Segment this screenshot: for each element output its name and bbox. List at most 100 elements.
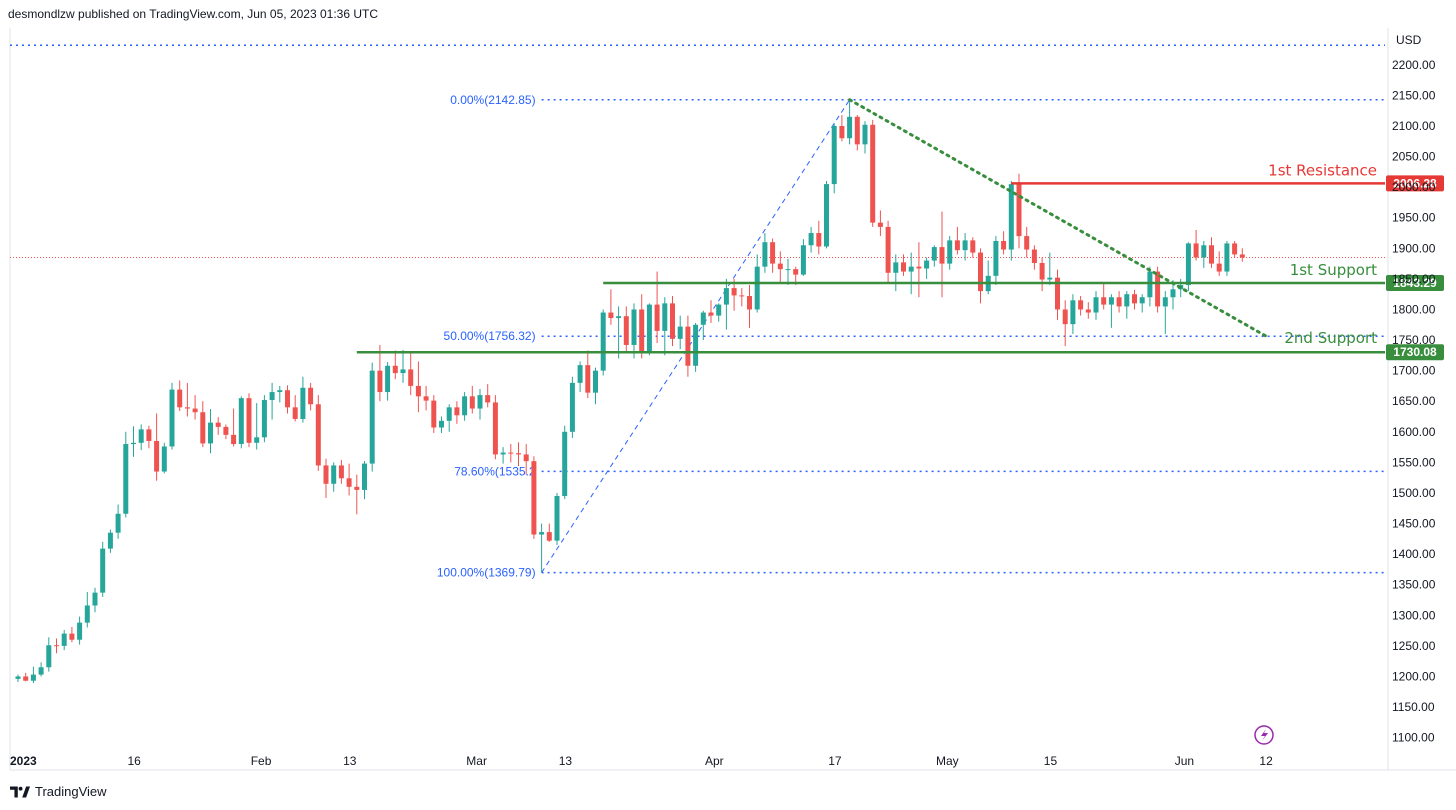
candle: [508, 444, 514, 463]
candle: [1224, 240, 1230, 276]
candle-body: [1078, 300, 1084, 310]
price-axis: USD 1100.00 1150.00 1200.00 1250.00 1300.00 13…: [1392, 33, 1436, 745]
candle-body: [808, 233, 814, 246]
candle-body: [516, 453, 521, 455]
candle-body: [315, 404, 321, 466]
candle-body: [346, 478, 352, 487]
candle: [1193, 229, 1199, 261]
candle-body: [931, 247, 937, 261]
candle: [600, 309, 606, 376]
candle-body: [1062, 309, 1068, 325]
tradingview-logo-icon: [10, 785, 30, 798]
candle-body: [947, 240, 953, 264]
candle: [631, 303, 637, 359]
candle: [1031, 245, 1037, 270]
candle-body: [477, 395, 483, 409]
candle-body: [785, 269, 791, 271]
candle-body: [200, 412, 206, 444]
candle: [978, 248, 983, 304]
candle: [554, 492, 560, 545]
candle: [916, 242, 922, 298]
candle: [385, 362, 391, 401]
candle-body: [415, 385, 421, 397]
candle-body: [731, 288, 737, 296]
candle-body: [1031, 249, 1037, 263]
candle: [300, 376, 306, 423]
candle: [516, 442, 521, 467]
candle-body: [539, 532, 545, 535]
x-tick-label: Jun: [1175, 754, 1194, 768]
y-tick-label: 2000.00: [1392, 180, 1436, 194]
candle-body: [916, 266, 922, 269]
y-tick-label: 1650.00: [1392, 394, 1436, 408]
candle-body: [508, 452, 514, 454]
candle-body: [593, 370, 598, 393]
candle: [1216, 251, 1222, 276]
candle-body: [685, 326, 691, 366]
price-tag-label: 1730.08: [1393, 345, 1437, 359]
candle: [747, 285, 752, 328]
candle: [446, 404, 452, 432]
candle-body: [169, 389, 175, 447]
price-tag: [1386, 275, 1444, 292]
candle: [338, 459, 344, 484]
candle: [777, 251, 783, 282]
annotations: 1st Resistance 2006.28 1st Support 1843.29 2…: [356, 98, 1444, 361]
candle-body: [392, 365, 398, 374]
candle-body: [439, 420, 444, 428]
candle-body: [978, 252, 983, 292]
footer: TradingView: [10, 784, 107, 799]
candle-body: [1132, 294, 1137, 304]
candle: [1201, 240, 1207, 268]
candle-body: [1209, 245, 1214, 264]
candle-body: [577, 365, 583, 383]
candle-body: [238, 398, 244, 445]
descending-trendline: [848, 98, 1267, 338]
flash-icon[interactable]: [1254, 725, 1274, 745]
candle-body: [1101, 297, 1107, 305]
candle: [870, 119, 876, 227]
candle: [261, 395, 267, 443]
fib-level-label: 78.60%(1535.2: [454, 464, 536, 478]
candle-body: [431, 400, 437, 428]
candle: [1155, 266, 1161, 313]
candle: [1055, 269, 1060, 320]
candle-body: [854, 116, 860, 145]
candle-body: [77, 622, 83, 640]
candle-body: [839, 126, 845, 139]
candle-body: [1170, 289, 1176, 298]
candle-body: [1108, 297, 1114, 305]
candle-body: [69, 633, 75, 640]
candle: [677, 315, 683, 350]
candle-body: [1155, 271, 1161, 307]
candle-body: [600, 312, 606, 371]
candle-body: [662, 303, 668, 331]
candle: [670, 296, 675, 347]
candle-body: [954, 240, 960, 251]
footer-brand: TradingView: [35, 784, 107, 799]
candle-body: [585, 365, 591, 393]
candle: [816, 220, 822, 255]
candle: [577, 361, 583, 393]
level-label: 2nd Support: [1284, 329, 1377, 347]
candle-body: [1224, 243, 1230, 272]
candle: [184, 382, 190, 417]
candle-body: [92, 592, 98, 606]
candle-body: [1147, 271, 1153, 298]
candle: [546, 523, 552, 542]
candle: [308, 382, 314, 411]
candle: [423, 385, 429, 411]
candle: [315, 395, 321, 471]
candle-body: [331, 465, 337, 484]
y-tick-label: 1700.00: [1392, 364, 1436, 378]
candle-body: [61, 633, 67, 646]
candle-body: [84, 605, 90, 623]
candle-body: [1116, 297, 1122, 307]
candle-body: [492, 402, 498, 455]
candle-body: [1185, 243, 1191, 286]
candle: [1008, 181, 1014, 261]
candle: [608, 289, 614, 325]
candle: [716, 303, 722, 322]
candle: [1232, 240, 1238, 258]
